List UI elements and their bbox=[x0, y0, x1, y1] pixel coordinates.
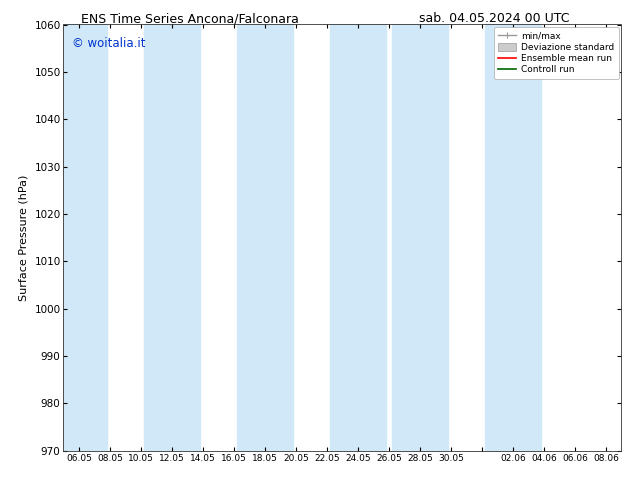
Bar bbox=[51, 24, 107, 451]
Text: ENS Time Series Ancona/Falconara: ENS Time Series Ancona/Falconara bbox=[81, 12, 299, 25]
Y-axis label: Surface Pressure (hPa): Surface Pressure (hPa) bbox=[19, 174, 29, 301]
Text: © woitalia.it: © woitalia.it bbox=[72, 37, 145, 50]
Bar bbox=[392, 24, 448, 451]
Bar bbox=[144, 24, 200, 451]
Legend: min/max, Deviazione standard, Ensemble mean run, Controll run: min/max, Deviazione standard, Ensemble m… bbox=[494, 27, 619, 79]
Bar bbox=[237, 24, 293, 451]
Text: sab. 04.05.2024 00 UTC: sab. 04.05.2024 00 UTC bbox=[419, 12, 570, 25]
Bar bbox=[485, 24, 541, 451]
Bar bbox=[330, 24, 385, 451]
